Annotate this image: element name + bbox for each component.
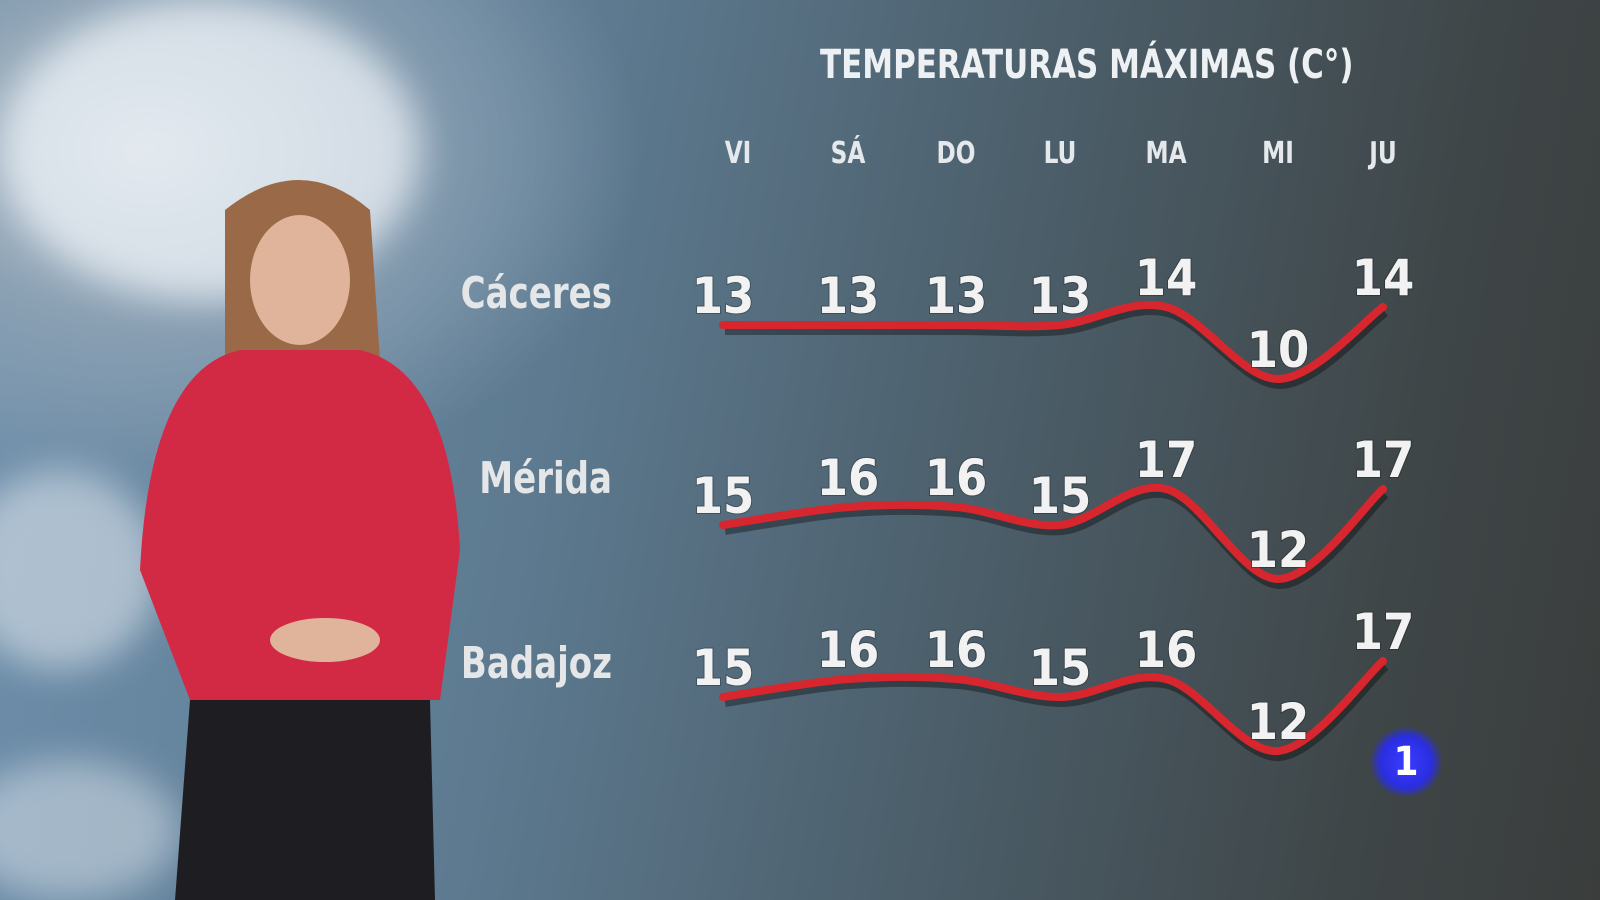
city-label-caceres: Cáceres [460, 268, 612, 319]
data-label: 16 [1135, 621, 1198, 679]
series-line-shadow [724, 487, 1389, 590]
data-label: 16 [925, 621, 988, 679]
data-label: 12 [1247, 693, 1310, 751]
series-line-1 [719, 483, 1387, 584]
data-label: 10 [1247, 321, 1310, 379]
data-label: 16 [925, 449, 988, 507]
data-label: 14 [1352, 249, 1415, 307]
data-label: 13 [925, 267, 988, 325]
data-label: 17 [1135, 431, 1198, 489]
data-label: 15 [692, 467, 755, 525]
presenter [140, 180, 460, 900]
data-label: 17 [1352, 431, 1415, 489]
data-label: 16 [817, 621, 880, 679]
data-label: 12 [1247, 521, 1310, 579]
data-label: 17 [1352, 603, 1415, 661]
data-label: 15 [1029, 467, 1092, 525]
data-label: 13 [692, 267, 755, 325]
day-label: JU [1369, 136, 1397, 171]
city-label-merida: Mérida [479, 453, 612, 504]
day-label: SÁ [830, 136, 866, 171]
day-label: MI [1262, 136, 1294, 171]
data-label: 15 [1029, 639, 1092, 697]
city-label-badajoz: Badajoz [460, 638, 612, 689]
series-line-shadow [724, 305, 1389, 390]
day-label: DO [936, 136, 976, 171]
data-label: 14 [1135, 249, 1198, 307]
cloud [0, 760, 180, 900]
series-line-2 [719, 657, 1387, 756]
data-label: 13 [1029, 267, 1092, 325]
cloud [0, 470, 160, 670]
day-label: VI [724, 136, 752, 171]
data-label: 13 [817, 267, 880, 325]
day-label: LU [1043, 136, 1077, 171]
channel-logo: 1 [1368, 728, 1444, 796]
series-line-shadow [724, 662, 1389, 762]
series-line-0 [719, 301, 1387, 384]
chart-title: TEMPERATURAS MÁXIMAS (C°) [820, 42, 1354, 88]
day-label: MA [1145, 136, 1187, 171]
data-label: 16 [817, 449, 880, 507]
data-label: 15 [692, 639, 755, 697]
